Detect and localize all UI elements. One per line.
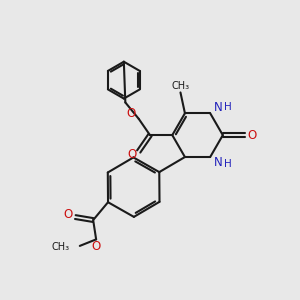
Text: CH₃: CH₃ <box>51 242 69 252</box>
Text: H: H <box>224 159 231 169</box>
Text: CH₃: CH₃ <box>171 81 190 91</box>
Text: O: O <box>63 208 73 221</box>
Text: O: O <box>127 107 136 120</box>
Text: N: N <box>214 101 223 114</box>
Text: H: H <box>224 102 231 112</box>
Text: N: N <box>214 156 223 169</box>
Text: O: O <box>91 240 100 253</box>
Text: O: O <box>247 129 256 142</box>
Text: O: O <box>128 148 137 161</box>
